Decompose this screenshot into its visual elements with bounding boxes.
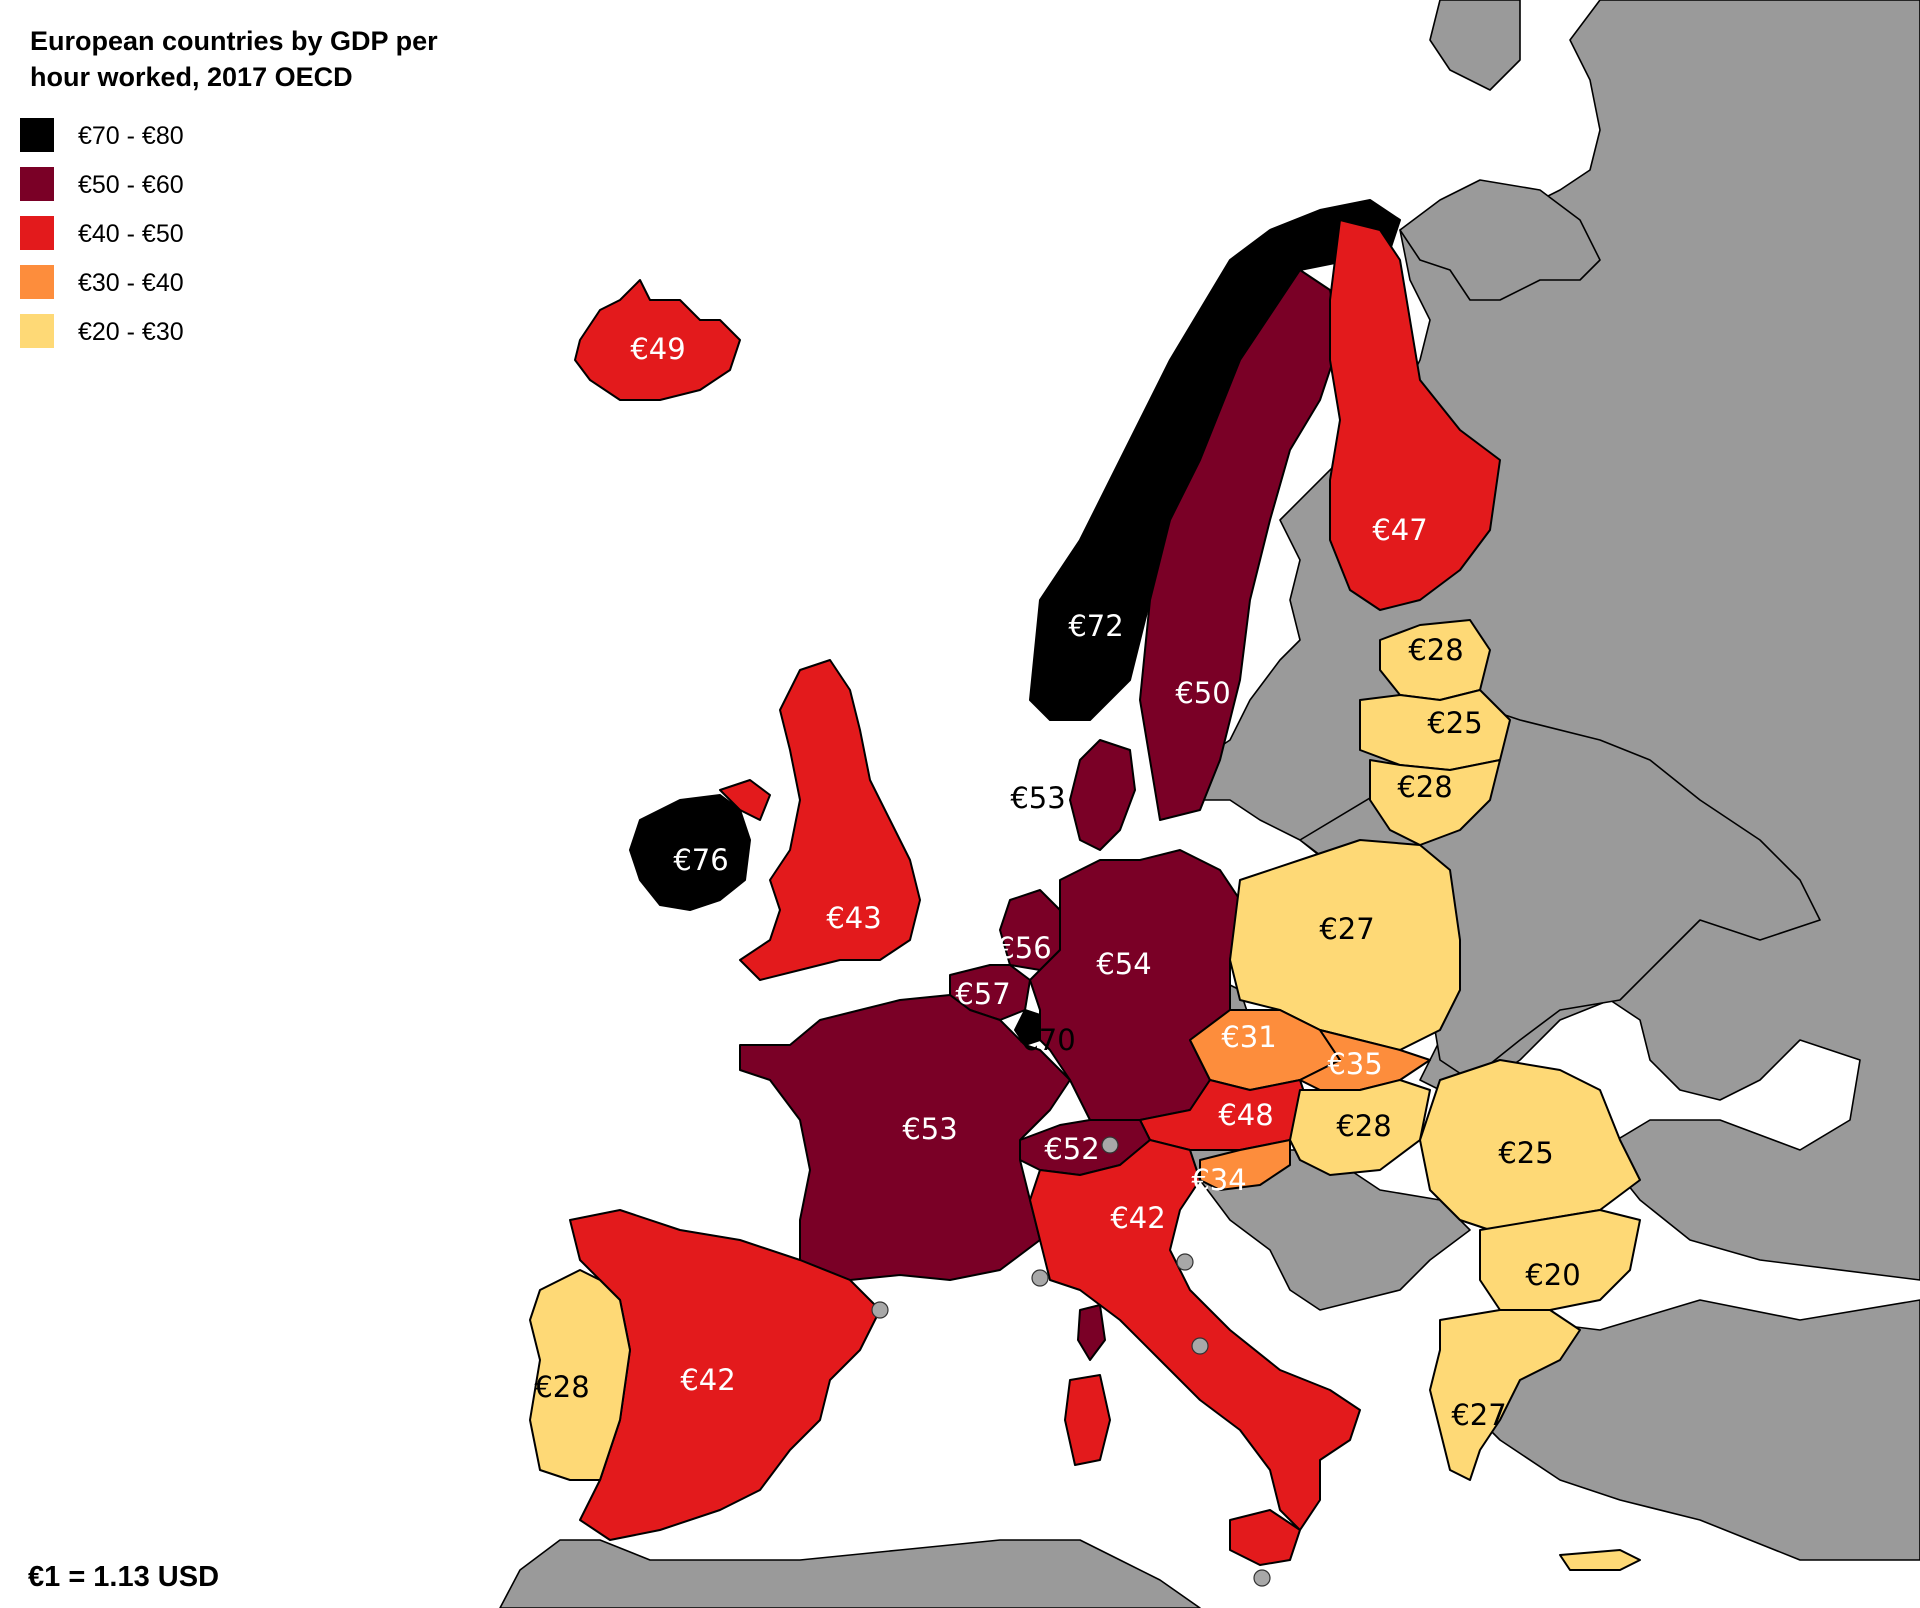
value-label-hungary: €28	[1336, 1109, 1391, 1143]
legend-label-20-30: €20 - €30	[78, 318, 184, 346]
value-label-switzerland: €52	[1044, 1132, 1099, 1166]
value-labels: €49 €72 €50 €47 €28 €25 €28 €53 €76 €43 €56 €57 €70 €…	[534, 332, 1580, 1432]
finland-shape	[1329, 219, 1501, 611]
turkey-anatolia	[1439, 1299, 1920, 1561]
crete-shape	[1559, 1549, 1641, 1571]
northern-ireland-shape	[719, 779, 771, 821]
value-label-ireland: €76	[673, 843, 728, 877]
legend-label-70-80: €70 - €80	[78, 122, 184, 150]
value-label-slovenia: €34	[1191, 1163, 1246, 1197]
svalbard-island	[1429, 0, 1521, 91]
iceland-shape	[574, 279, 741, 401]
value-label-latvia: €25	[1427, 706, 1482, 740]
legend-label-40-50: €40 - €50	[78, 220, 184, 248]
value-label-italy: €42	[1110, 1201, 1165, 1235]
value-label-sweden: €50	[1175, 676, 1230, 710]
andorra-dot	[871, 1301, 889, 1319]
value-label-estonia: €28	[1408, 633, 1463, 667]
value-label-spain: €42	[680, 1363, 735, 1397]
value-label-greece: €27	[1451, 1398, 1506, 1432]
norway-shape	[1029, 199, 1401, 721]
legend-swatch-50-60	[20, 167, 54, 201]
value-label-france: €53	[902, 1112, 957, 1146]
value-label-poland: €27	[1319, 912, 1374, 946]
legend-swatch-40-50	[20, 216, 54, 250]
country-shapes	[529, 199, 1641, 1571]
value-label-belgium: €57	[955, 977, 1010, 1011]
legend-swatch-30-40	[20, 265, 54, 299]
lithuania-shape	[1369, 759, 1501, 846]
luxembourg-shape	[1014, 1009, 1041, 1046]
value-label-finland: €47	[1372, 513, 1427, 547]
map-title-line2: hour worked, 2017 OECD	[30, 62, 353, 92]
microstate-dots	[871, 1136, 1271, 1587]
sweden-shape	[1139, 269, 1341, 821]
value-label-norway: €72	[1068, 609, 1123, 643]
value-label-denmark: €53	[1010, 781, 1065, 815]
value-label-austria: €48	[1218, 1098, 1273, 1132]
latvia-shape	[1359, 689, 1511, 771]
value-label-bulgaria: €20	[1525, 1258, 1580, 1292]
map-title-line1: European countries by GDP per	[30, 26, 438, 56]
ireland-shape	[629, 794, 751, 911]
corsica-shape	[1077, 1304, 1106, 1361]
sardinia-shape	[1064, 1374, 1111, 1466]
france-shape	[739, 994, 1071, 1281]
value-label-iceland: €49	[630, 332, 685, 366]
legend-swatch-70-80	[20, 118, 54, 152]
value-label-united-kingdom: €43	[826, 901, 881, 935]
united-kingdom-shape	[739, 659, 921, 981]
monaco-dot	[1031, 1269, 1049, 1287]
vatican-dot	[1191, 1337, 1209, 1355]
value-label-lithuania: €28	[1397, 770, 1452, 804]
north-africa	[499, 1539, 1201, 1608]
kola-peninsula	[1399, 179, 1601, 301]
liechtenstein-dot	[1101, 1136, 1119, 1154]
poland-shape	[1229, 839, 1461, 1051]
value-label-luxembourg: €70	[1020, 1023, 1075, 1057]
value-label-czechia: €31	[1221, 1020, 1276, 1054]
value-label-portugal: €28	[534, 1370, 589, 1404]
san-marino-dot	[1176, 1253, 1194, 1271]
greece-shape	[1429, 1309, 1581, 1481]
legend-label-50-60: €50 - €60	[78, 171, 184, 199]
value-label-slovakia: €35	[1327, 1047, 1382, 1081]
value-label-netherlands: €56	[996, 931, 1051, 965]
denmark-shape	[1069, 739, 1136, 851]
portugal-shape	[529, 1269, 631, 1481]
legend: €70 - €80 €50 - €60 €40 - €50 €30 - €40 …	[20, 118, 184, 348]
value-label-romania: €25	[1498, 1136, 1553, 1170]
legend-swatch-20-30	[20, 314, 54, 348]
sicily-shape	[1229, 1509, 1301, 1566]
slovenia-shape	[1199, 1139, 1291, 1191]
value-label-germany: €54	[1096, 947, 1151, 981]
currency-note: €1 = 1.13 USD	[28, 1561, 219, 1593]
hungary-shape	[1289, 1079, 1431, 1176]
legend-label-30-40: €30 - €40	[78, 269, 184, 297]
bulgaria-shape	[1479, 1209, 1641, 1311]
malta-dot	[1253, 1569, 1271, 1587]
